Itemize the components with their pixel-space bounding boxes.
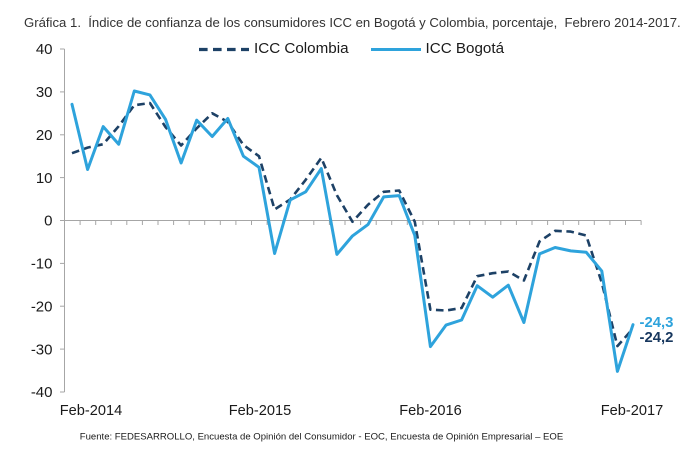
svg-text:-10: -10 [31,256,53,273]
svg-text:Feb-2015: Feb-2015 [229,403,291,419]
svg-text:Feb-2016: Feb-2016 [399,403,461,419]
svg-text:10: 10 [36,170,53,187]
svg-text:-20: -20 [31,298,53,315]
svg-text:ICC Colombia: ICC Colombia [254,40,349,57]
svg-text:-24,2: -24,2 [640,330,674,346]
svg-text:-40: -40 [31,384,53,401]
svg-text:ICC Bogotá: ICC Bogotá [426,40,505,57]
svg-text:Feb-2017: Feb-2017 [601,403,663,419]
svg-text:Fuente: FEDESARROLLO, Encuesta: Fuente: FEDESARROLLO, Encuesta de Opinió… [80,432,563,443]
svg-text:0: 0 [44,213,52,230]
svg-text:-24,3: -24,3 [640,315,674,331]
svg-text:Feb-2014: Feb-2014 [60,403,122,419]
svg-text:40: 40 [36,41,53,58]
svg-text:-30: -30 [31,341,53,358]
svg-text:30: 30 [36,84,53,101]
svg-text:Gráfica 1. Índice de confianz: Gráfica 1. Índice de confianza de los co… [24,15,681,30]
svg-text:20: 20 [36,127,53,144]
